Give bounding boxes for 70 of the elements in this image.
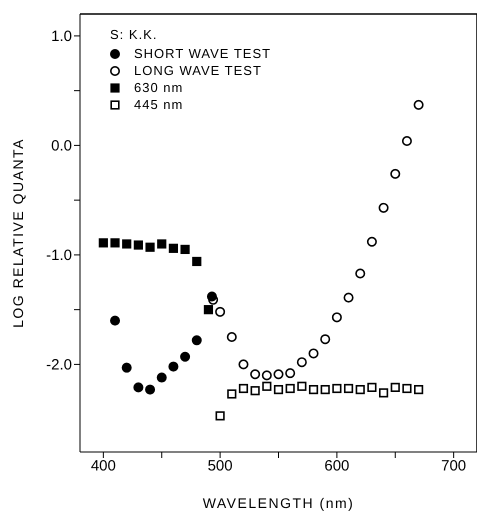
point — [390, 382, 400, 392]
point — [414, 100, 424, 110]
y-axis-title: LOG RELATIVE QUANTA — [10, 138, 26, 328]
point — [297, 382, 306, 391]
point — [226, 332, 237, 342]
point — [215, 306, 226, 317]
point — [320, 334, 330, 344]
point — [332, 384, 342, 394]
point — [157, 239, 166, 249]
point — [355, 268, 366, 279]
x-tick-label: 600 — [324, 458, 350, 475]
y-tick-label: 1.0 — [51, 28, 72, 46]
point — [344, 384, 354, 394]
point — [402, 384, 412, 394]
point — [180, 352, 190, 362]
point — [133, 382, 144, 392]
point — [227, 389, 236, 399]
point — [110, 238, 120, 248]
point — [110, 316, 120, 326]
point — [238, 359, 248, 370]
point — [216, 411, 225, 420]
point — [156, 372, 167, 383]
point — [414, 384, 424, 394]
point — [308, 348, 319, 358]
x-axis-title: WAVELENGTH (nm) — [202, 495, 354, 511]
point — [356, 384, 365, 394]
point — [286, 384, 295, 394]
point — [204, 305, 214, 314]
point — [378, 202, 389, 213]
x-tick-label: 700 — [441, 458, 466, 475]
point — [145, 242, 155, 252]
legend-title: S: K.K. — [110, 26, 158, 43]
point — [296, 357, 307, 368]
point — [122, 362, 132, 373]
point — [250, 386, 260, 396]
legend-label: SHORT WAVE TEST — [134, 45, 272, 62]
legend-label: 445 nm — [134, 96, 184, 113]
x-tick-label: 400 — [90, 458, 116, 475]
y-tick-label: 0.0 — [51, 138, 72, 155]
point — [332, 312, 342, 322]
point — [320, 384, 330, 394]
point — [262, 382, 272, 391]
point — [134, 240, 143, 250]
point — [285, 368, 296, 378]
point — [274, 384, 284, 394]
x-tick-label: 500 — [208, 458, 233, 475]
point — [250, 369, 260, 380]
point — [145, 384, 156, 395]
point — [238, 384, 248, 394]
point — [344, 292, 354, 303]
y-tick-label: -1.0 — [46, 247, 72, 264]
point — [206, 292, 217, 302]
point — [192, 335, 202, 346]
y-tick-label: -2.0 — [46, 356, 72, 374]
point — [180, 244, 190, 254]
point — [366, 236, 377, 247]
point — [168, 362, 178, 372]
point — [390, 168, 400, 179]
point — [98, 238, 108, 248]
point — [402, 136, 412, 146]
point — [378, 388, 388, 398]
point — [308, 384, 318, 394]
point — [274, 369, 284, 380]
legend-label: 630 nm — [134, 79, 184, 96]
point — [262, 370, 272, 380]
point — [192, 256, 202, 266]
point — [168, 244, 178, 253]
legend-label: LONG WAVE TEST — [134, 62, 262, 79]
point — [122, 239, 132, 249]
point — [367, 382, 377, 392]
